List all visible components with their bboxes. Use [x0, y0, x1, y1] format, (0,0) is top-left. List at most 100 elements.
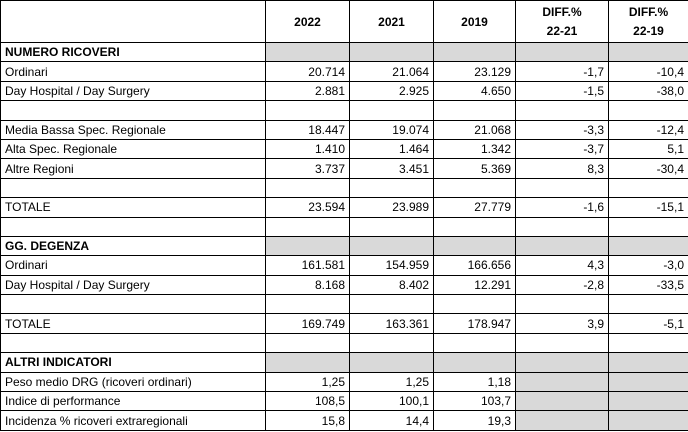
table-cell: -38,0	[608, 80, 688, 102]
table-cell: 163.361	[349, 313, 434, 334]
table-cell: 108,5	[265, 391, 350, 412]
table-cell: 103,7	[433, 391, 516, 412]
table-cell: 2.925	[349, 80, 434, 102]
table-cell	[515, 294, 609, 315]
table-cell	[433, 235, 516, 257]
table-cell: 166.656	[433, 255, 516, 276]
table-cell: 15,8	[265, 410, 350, 431]
table-cell: 3.451	[349, 158, 434, 179]
section-row: GG. DEGENZA	[0, 235, 688, 257]
table-cell: 8.168	[265, 274, 350, 296]
table-cell: -1,7	[515, 61, 609, 82]
table-row: Media Bassa Spec. Regionale 18.447 19.074 2…	[0, 119, 688, 140]
table-cell	[608, 100, 688, 121]
table-cell	[433, 100, 516, 121]
section-row: ALTRI INDICATORI	[0, 352, 688, 373]
table-cell: -33,5	[608, 274, 688, 296]
table-cell: 2.881	[265, 80, 350, 102]
table-cell: -15,1	[608, 197, 688, 218]
table-cell	[608, 410, 688, 431]
table-cell: 5,1	[608, 138, 688, 160]
table-cell: -12,4	[608, 119, 688, 140]
table-cell	[515, 410, 609, 431]
row-label: Media Bassa Spec. Regionale	[0, 119, 266, 140]
section-row: NUMERO RICOVERI	[0, 41, 688, 63]
row-label: Day Hospital / Day Surgery	[0, 274, 266, 296]
table-cell	[349, 216, 434, 237]
table-cell: 154.959	[349, 255, 434, 276]
table-cell: 161.581	[265, 255, 350, 276]
table-cell	[265, 177, 350, 199]
table-cell	[349, 177, 434, 199]
table-cell: 1.342	[433, 138, 516, 160]
table-cell: 1.410	[265, 138, 350, 160]
table-cell: -1,6	[515, 197, 609, 218]
table-cell	[608, 235, 688, 257]
table-row: Altre Regioni 3.737 3.451 5.369 8,3 -30,4	[0, 158, 688, 179]
row-label: Indice di performance	[0, 391, 266, 412]
table-cell: 8,3	[515, 158, 609, 179]
table-cell: 23.989	[349, 197, 434, 218]
row-label	[0, 100, 266, 121]
header-year-2022: 2022	[265, 0, 350, 43]
table-row: Peso medio DRG (ricoveri ordinari) 1,25 1,…	[0, 371, 688, 393]
table-row: Alta Spec. Regionale 1.410 1.464 1.342 -3,7 5…	[0, 138, 688, 160]
table-cell	[608, 177, 688, 199]
table-row: Incidenza % ricoveri extraregionali 15,8 1…	[0, 410, 688, 431]
table-row: TOTALE 23.594 23.989 27.779 -1,6 -15,1	[0, 197, 688, 218]
table-cell: 169.749	[265, 313, 350, 334]
section-title: NUMERO RICOVERI	[0, 41, 266, 63]
row-label: TOTALE	[0, 197, 266, 218]
header-diff-22-21: DIFF.% 22-21	[515, 0, 609, 43]
table-cell: -3,7	[515, 138, 609, 160]
header-year-2021: 2021	[349, 0, 434, 43]
spacer-row	[0, 100, 688, 121]
table-cell: -1,5	[515, 80, 609, 102]
row-label: Altre Regioni	[0, 158, 266, 179]
table-cell: 23.129	[433, 61, 516, 82]
table-body: NUMERO RICOVERI Ordinari 20.714 21.064 23.12…	[0, 41, 688, 431]
table-cell	[608, 352, 688, 373]
header-label-cell	[0, 0, 266, 43]
row-label: Ordinari	[0, 61, 266, 82]
row-label: Day Hospital / Day Surgery	[0, 80, 266, 102]
table-cell: 4,3	[515, 255, 609, 276]
table-row: Ordinari 161.581 154.959 166.656 4,3 -3,0	[0, 255, 688, 276]
table-cell	[349, 352, 434, 373]
table-cell	[349, 100, 434, 121]
spacer-row	[0, 294, 688, 315]
table-cell: 19,3	[433, 410, 516, 431]
table-cell	[265, 216, 350, 237]
header-row: 2022 2021 2019 DIFF.% 22-21 DIFF.% 22-19	[0, 0, 688, 43]
table-cell: 1,25	[349, 371, 434, 393]
table-cell	[349, 41, 434, 63]
table-cell: 8.402	[349, 274, 434, 296]
table-cell	[608, 371, 688, 393]
table-cell	[265, 41, 350, 63]
table-cell	[433, 216, 516, 237]
table-cell	[515, 235, 609, 257]
table-cell	[349, 332, 434, 354]
section-title: GG. DEGENZA	[0, 235, 266, 257]
table-cell	[349, 235, 434, 257]
table-cell: 1,25	[265, 371, 350, 393]
table-cell	[265, 100, 350, 121]
row-label: TOTALE	[0, 313, 266, 334]
table-cell	[433, 294, 516, 315]
header-diff-22-19: DIFF.% 22-19	[608, 0, 688, 43]
table-cell	[515, 41, 609, 63]
table-cell: 178.947	[433, 313, 516, 334]
section-title: ALTRI INDICATORI	[0, 352, 266, 373]
table-cell	[608, 332, 688, 354]
row-label: Incidenza % ricoveri extraregionali	[0, 410, 266, 431]
row-label	[0, 177, 266, 199]
table-cell: 14,4	[349, 410, 434, 431]
table-cell	[608, 41, 688, 63]
header-diff-22-19-line1: DIFF.%	[628, 4, 669, 19]
table-cell: 21.068	[433, 119, 516, 140]
table-cell: -30,4	[608, 158, 688, 179]
table-cell: 5.369	[433, 158, 516, 179]
header-year-2019: 2019	[433, 0, 516, 43]
table-cell	[515, 391, 609, 412]
